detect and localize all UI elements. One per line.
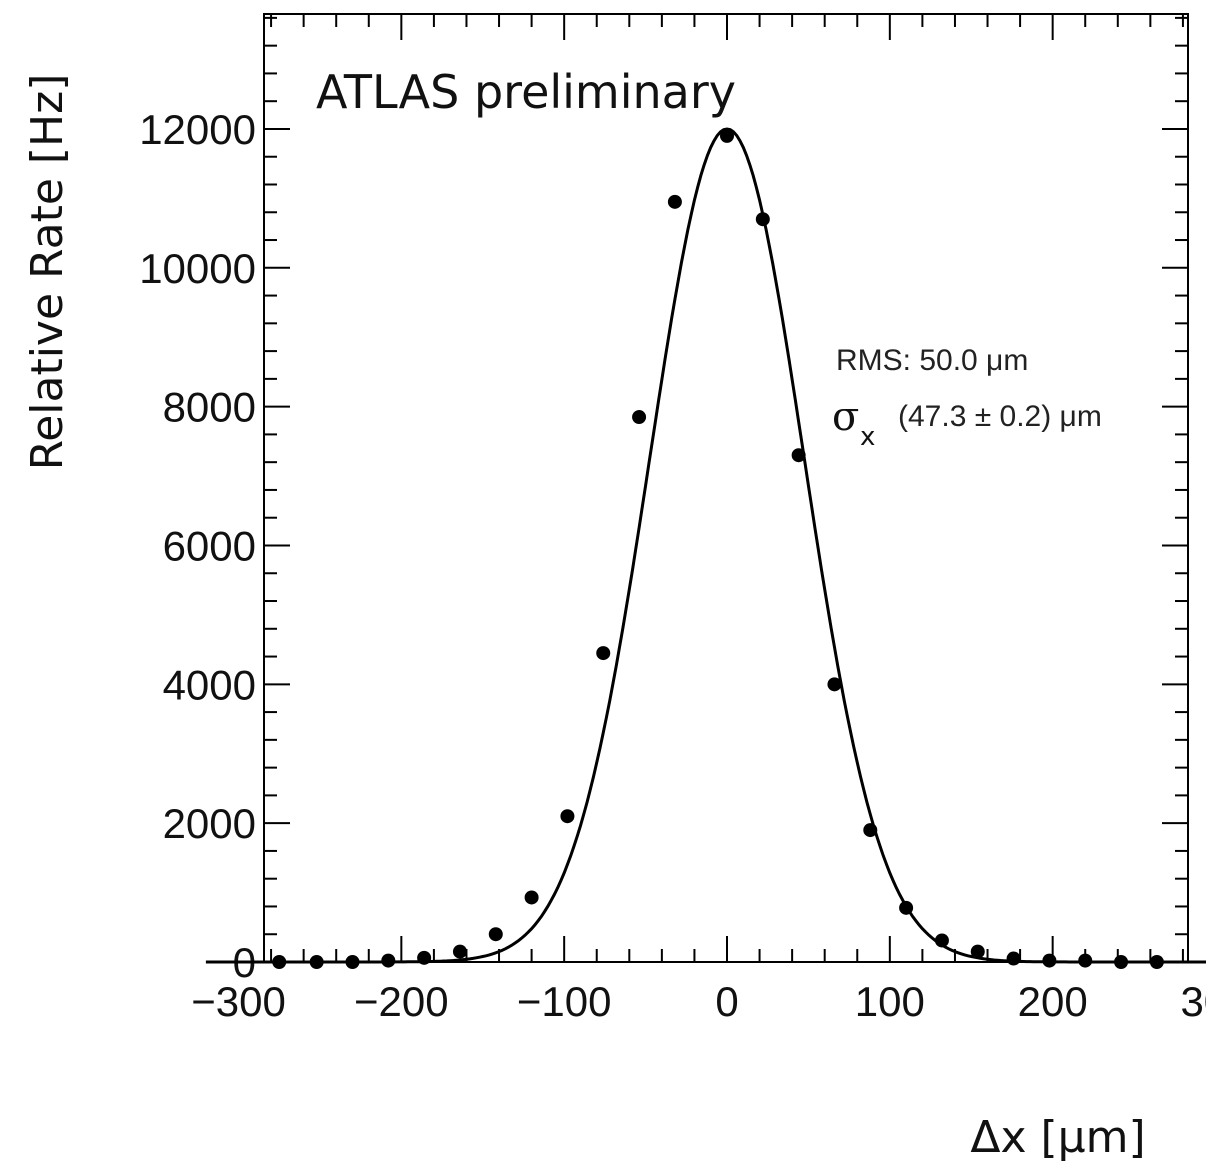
x-tick-label: −100: [517, 978, 612, 1025]
data-point: [1006, 951, 1021, 966]
data-point: [560, 809, 575, 824]
x-tick-label: 0: [715, 978, 738, 1025]
y-tick-label: 2000: [163, 800, 256, 847]
x-tick-label: 300: [1180, 978, 1206, 1025]
data-point: [1078, 953, 1093, 968]
y-tick-label: 8000: [163, 384, 256, 431]
x-tick-label: 100: [855, 978, 925, 1025]
experiment-label: ATLAS preliminary: [316, 65, 736, 119]
y-tick-label: 12000: [139, 106, 256, 153]
data-point: [381, 953, 396, 968]
x-tick-label: −300: [191, 978, 286, 1025]
data-point: [1149, 955, 1164, 969]
x-axis-tick-labels: −300 −200 −100 0 100 200 300: [191, 978, 1206, 1025]
x-tick-label: −200: [354, 978, 449, 1025]
sigma-symbol: σ: [832, 394, 859, 440]
data-point: [827, 677, 842, 692]
x-tick-label: 200: [1018, 978, 1088, 1025]
data-point: [309, 955, 324, 969]
rms-annotation: RMS: 50.0 μm: [836, 344, 1028, 377]
data-point: [863, 823, 878, 838]
data-point: [417, 950, 432, 965]
data-point: [791, 448, 806, 463]
sigma-annotation: (47.3 ± 0.2) μm: [898, 400, 1102, 433]
y-tick-label: 10000: [139, 245, 256, 292]
data-point: [755, 212, 770, 227]
data-point: [596, 646, 611, 661]
data-point: [720, 128, 734, 143]
plot-frame: [263, 13, 1189, 963]
data-point: [524, 890, 539, 905]
x-axis-ticks: [270, 14, 1184, 962]
data-point: [667, 194, 682, 209]
data-point: [452, 944, 467, 959]
data-point: [1042, 953, 1057, 968]
data-point: [1114, 955, 1129, 969]
y-axis-ticks: [264, 16, 1188, 963]
x-axis-label: Δx [μm]: [970, 1112, 1145, 1163]
data-points: [272, 128, 1164, 969]
data-point: [934, 933, 949, 948]
data-point: [345, 955, 360, 969]
y-tick-label: 4000: [163, 661, 256, 708]
y-tick-label: 6000: [163, 522, 256, 569]
sigma-subscript: x: [860, 422, 875, 452]
y-axis-label: Relative Rate [Hz]: [22, 74, 73, 471]
data-point: [632, 410, 647, 425]
gaussian-fit-curve: [205, 127, 1206, 964]
data-point: [272, 955, 287, 969]
data-point: [488, 927, 503, 942]
data-point: [970, 944, 985, 959]
data-point: [899, 900, 914, 915]
